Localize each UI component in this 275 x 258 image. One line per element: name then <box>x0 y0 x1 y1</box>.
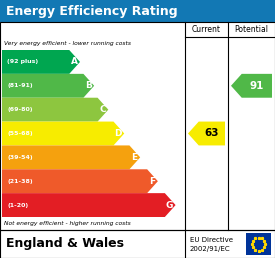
Text: F: F <box>149 177 155 186</box>
Text: 2002/91/EC: 2002/91/EC <box>190 246 231 252</box>
Text: (21-38): (21-38) <box>7 179 33 184</box>
Polygon shape <box>231 74 272 98</box>
Text: (81-91): (81-91) <box>7 83 33 88</box>
Text: E: E <box>131 153 137 162</box>
Text: EU Directive: EU Directive <box>190 237 233 243</box>
Text: England & Wales: England & Wales <box>6 238 124 251</box>
Text: D: D <box>115 129 122 138</box>
Polygon shape <box>2 74 94 98</box>
Polygon shape <box>2 122 124 146</box>
Text: C: C <box>99 105 106 114</box>
Text: Energy Efficiency Rating: Energy Efficiency Rating <box>6 4 178 18</box>
Polygon shape <box>2 146 140 169</box>
Text: Very energy efficient - lower running costs: Very energy efficient - lower running co… <box>4 41 131 46</box>
Text: Potential: Potential <box>235 25 268 34</box>
Text: G: G <box>166 200 173 209</box>
Text: 63: 63 <box>205 128 219 139</box>
Polygon shape <box>2 193 175 217</box>
Text: Not energy efficient - higher running costs: Not energy efficient - higher running co… <box>4 221 131 226</box>
Polygon shape <box>2 98 108 122</box>
Bar <box>0 0 275 22</box>
Polygon shape <box>2 50 80 74</box>
Text: (92 plus): (92 plus) <box>7 59 38 64</box>
Text: B: B <box>85 81 92 90</box>
Text: (1-20): (1-20) <box>7 203 28 208</box>
Bar <box>0 22 275 230</box>
Text: Current: Current <box>192 25 221 34</box>
Polygon shape <box>188 122 225 146</box>
Text: (39-54): (39-54) <box>7 155 33 160</box>
Bar <box>246 233 271 255</box>
Text: (69-80): (69-80) <box>7 107 32 112</box>
Text: A: A <box>71 58 78 66</box>
Polygon shape <box>2 169 158 193</box>
Bar <box>0 230 275 258</box>
Text: (55-68): (55-68) <box>7 131 33 136</box>
Text: 91: 91 <box>250 81 264 91</box>
